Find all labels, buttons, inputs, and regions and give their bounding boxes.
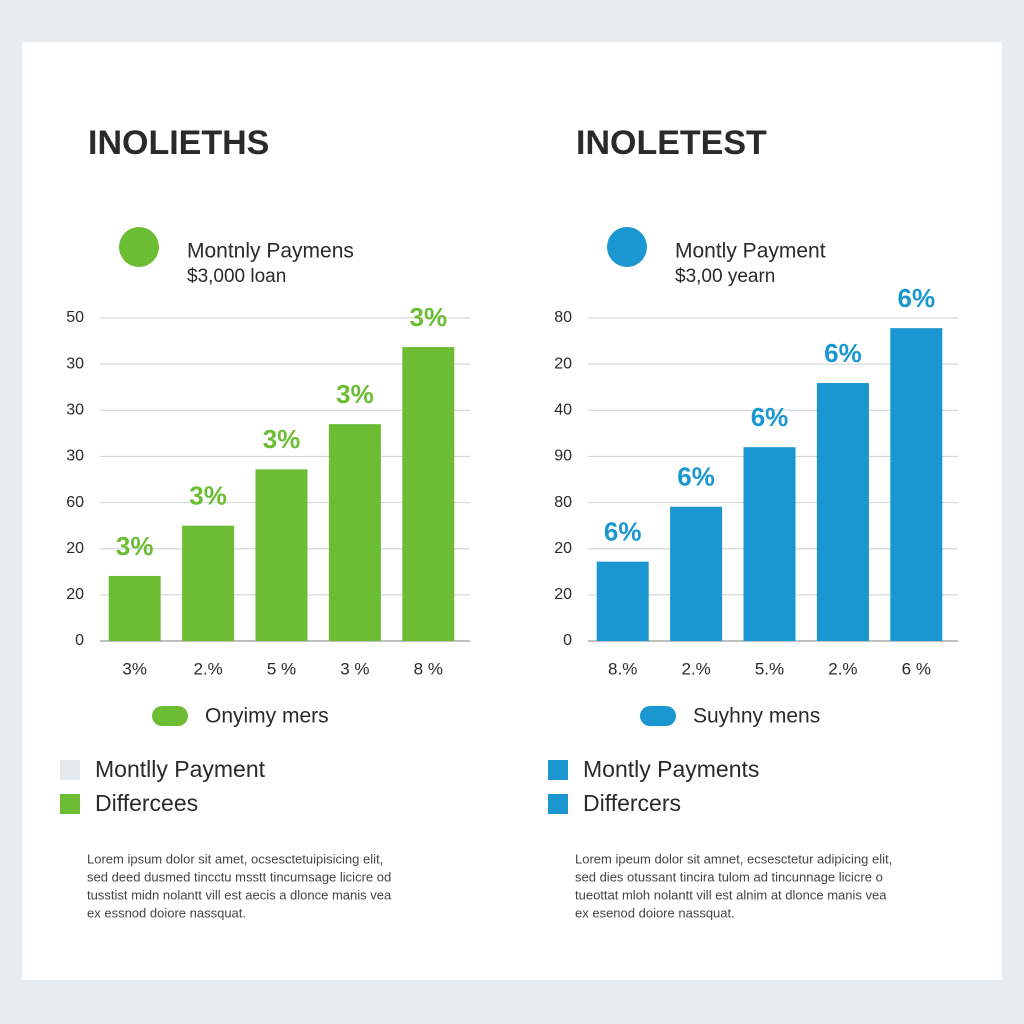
note-line: sed dies otussant tincira tulom ad tincu…	[575, 869, 883, 884]
subtitle: $3,000 loan	[187, 266, 286, 287]
note-line: Lorem ipsum dolor sit amet, ocsesctetuip…	[87, 851, 383, 866]
chart-title: INOLIETHS	[88, 124, 269, 162]
note-line: tusstist midn nolantt vill est aecis a d…	[87, 887, 392, 902]
bar	[890, 328, 943, 641]
key-swatch	[548, 760, 568, 780]
note-line: ex esenod doiore nassquat.	[575, 905, 735, 920]
y-tick-label: 20	[66, 586, 84, 603]
y-tick-label: 90	[554, 448, 572, 465]
x-tick-label: 6 %	[902, 659, 931, 678]
bar	[255, 469, 308, 641]
y-tick-label: 20	[66, 540, 84, 557]
bar	[182, 525, 235, 641]
y-tick-label: 0	[563, 632, 572, 649]
y-tick-label: 20	[554, 355, 572, 372]
y-tick-label: 20	[554, 586, 572, 603]
note-line: tueottat mloh nolantt vill est alnim at …	[575, 887, 887, 902]
bar	[108, 575, 161, 641]
legend-title: Montly Payment	[675, 240, 826, 263]
key-swatch	[60, 760, 80, 780]
key-label: Differcees	[95, 790, 198, 816]
x-tick-label: 2.%	[193, 659, 222, 678]
legend-dot	[607, 227, 647, 267]
y-tick-label: 30	[66, 448, 84, 465]
key-label: Montly Payments	[583, 756, 759, 782]
bar-annotation: 6%	[751, 402, 789, 432]
x-tick-label: 2.%	[828, 659, 857, 678]
note-line: ex essnod doiore nassquat.	[87, 905, 246, 920]
x-tick-label: 3 %	[340, 659, 369, 678]
x-tick-label: 8 %	[414, 659, 443, 678]
x-tick-label: 8.%	[608, 659, 637, 678]
bar	[816, 383, 869, 641]
bar	[596, 561, 649, 641]
bar-annotation: 6%	[604, 517, 642, 547]
bar-annotation: 3%	[336, 379, 374, 409]
bar-annotation: 3%	[263, 424, 301, 454]
key-swatch	[548, 794, 568, 814]
y-tick-label: 60	[66, 494, 84, 511]
y-tick-label: 80	[554, 309, 572, 326]
key-label: Differcers	[583, 790, 681, 816]
chart-title: INOLETEST	[576, 124, 767, 162]
bar-annotation: 3%	[116, 531, 154, 561]
legend-label: Suyhny mens	[693, 705, 820, 728]
y-tick-label: 0	[75, 632, 84, 649]
y-tick-label: 80	[554, 494, 572, 511]
x-tick-label: 3%	[122, 659, 147, 678]
y-tick-label: 30	[66, 355, 84, 372]
x-tick-label: 5 %	[267, 659, 296, 678]
legend-label: Onyimy mers	[205, 705, 329, 728]
y-tick-label: 20	[554, 540, 572, 557]
note-line: sed deed dusmed tincctu msstt tincumsage…	[87, 869, 391, 884]
bar	[670, 506, 723, 641]
bar-annotation: 6%	[824, 338, 862, 368]
bar	[743, 447, 796, 641]
x-tick-label: 2.%	[681, 659, 710, 678]
y-tick-label: 40	[554, 402, 572, 419]
x-tick-label: 5.%	[755, 659, 784, 678]
bar	[328, 424, 381, 641]
key-swatch	[60, 794, 80, 814]
note-line: Lorem ipeum dolor sit amnet, ecsesctetur…	[575, 851, 892, 866]
bar-annotation: 6%	[677, 462, 715, 492]
bar-annotation: 3%	[410, 302, 448, 332]
legend-pill	[152, 706, 188, 726]
bar	[402, 347, 455, 641]
bar-annotation: 3%	[189, 481, 227, 511]
y-tick-label: 30	[66, 402, 84, 419]
subtitle: $3,00 yearn	[675, 266, 775, 287]
legend-title: Montnly Paymens	[187, 240, 354, 263]
legend-pill	[640, 706, 676, 726]
legend-dot	[119, 227, 159, 267]
bar-annotation: 6%	[898, 283, 936, 313]
y-tick-label: 50	[66, 309, 84, 326]
key-label: Montlly Payment	[95, 756, 266, 782]
